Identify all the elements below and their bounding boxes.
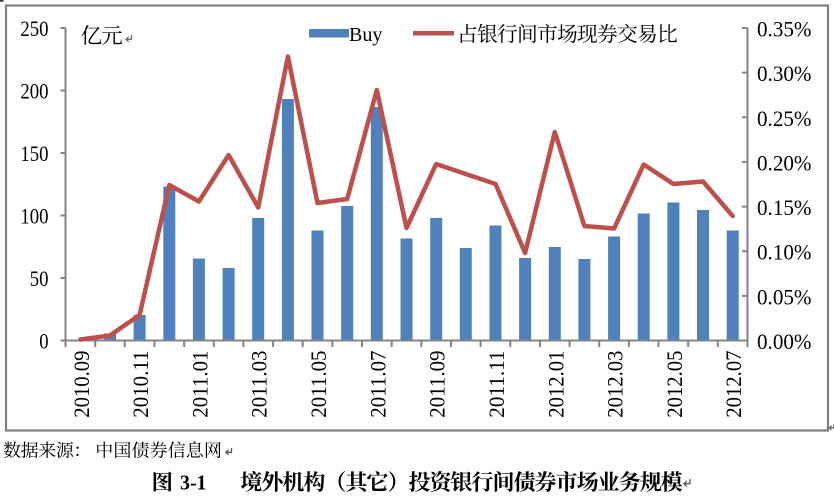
svg-text:250: 250 (20, 16, 48, 41)
svg-text:2010.09: 2010.09 (69, 351, 94, 418)
svg-text:2011.11: 2011.11 (484, 351, 509, 418)
svg-text:150: 150 (20, 141, 48, 166)
svg-text:100: 100 (20, 203, 48, 228)
svg-text:2012.05: 2012.05 (662, 351, 687, 418)
svg-text:0.00%: 0.00% (757, 329, 812, 354)
svg-text:2012.07: 2012.07 (721, 351, 746, 418)
svg-text:0.35%: 0.35% (757, 17, 812, 42)
svg-text:0.10%: 0.10% (757, 240, 812, 265)
svg-text:0.05%: 0.05% (757, 284, 812, 309)
svg-text:2011.03: 2011.03 (247, 351, 272, 418)
svg-text:2011.09: 2011.09 (425, 351, 450, 418)
svg-text:200: 200 (20, 78, 48, 103)
svg-text:0.20%: 0.20% (757, 150, 812, 175)
svg-text:2012.01: 2012.01 (543, 351, 568, 418)
svg-text:2011.05: 2011.05 (306, 351, 331, 418)
svg-text:0.15%: 0.15% (757, 195, 812, 220)
svg-text:3-1: 3-1 (180, 471, 207, 495)
svg-text:Buy: Buy (349, 24, 382, 46)
svg-text:2010.11: 2010.11 (128, 351, 153, 418)
svg-text:0.30%: 0.30% (757, 61, 812, 86)
svg-text:2011.01: 2011.01 (187, 351, 212, 418)
svg-text:2011.07: 2011.07 (365, 351, 390, 418)
svg-text:2012.03: 2012.03 (603, 351, 628, 418)
svg-text:0: 0 (39, 328, 48, 353)
svg-text:50: 50 (30, 266, 49, 291)
svg-text:0.25%: 0.25% (757, 106, 812, 131)
